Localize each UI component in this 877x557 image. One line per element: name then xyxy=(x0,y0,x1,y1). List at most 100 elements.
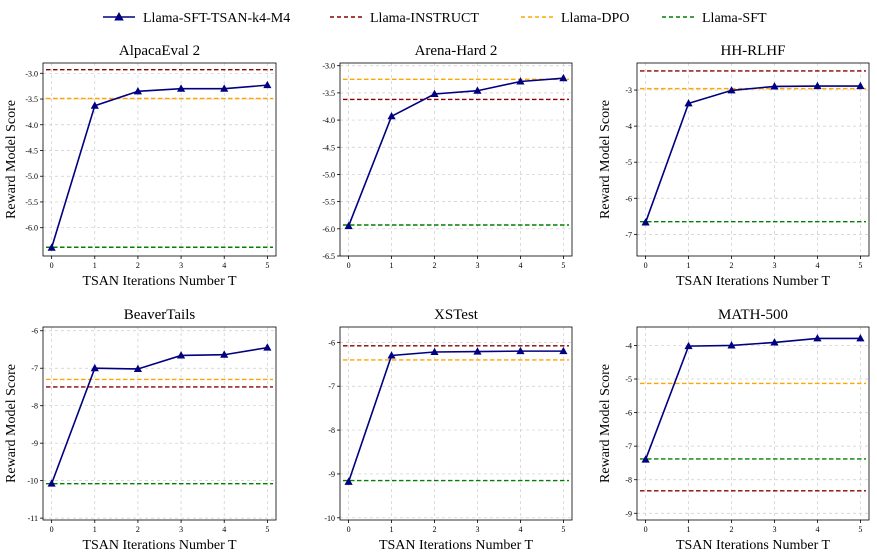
x-tick-label: 0 xyxy=(644,261,648,270)
data-point xyxy=(684,99,693,107)
series-line xyxy=(50,346,268,484)
x-axis-label: TSAN Iterations Number T xyxy=(82,274,237,289)
x-tick-label: 2 xyxy=(136,525,140,534)
x-tick-label: 1 xyxy=(687,261,691,270)
legend-label: Llama-SFT xyxy=(702,11,767,26)
data-point xyxy=(47,479,56,487)
y-axis-label: Reward Model Score xyxy=(4,364,19,483)
x-tick-label: 3 xyxy=(179,525,183,534)
y-tick-label: -7 xyxy=(625,230,632,239)
y-tick-label: -6 xyxy=(625,409,632,418)
chart-title: BeaverTails xyxy=(124,307,196,323)
x-tick-label: 5 xyxy=(858,261,862,270)
chart-panel-4: 0 1 2 3 4 5 -11 -10 -9 -8 -7 -6 BeaverTails TSAN Iter… xyxy=(4,307,277,553)
data-point xyxy=(473,347,482,355)
y-tick-label: -6 xyxy=(328,338,335,347)
y-axis-label: Reward Model Score xyxy=(4,100,19,219)
series-line xyxy=(644,85,861,223)
y-tick-label: -4.0 xyxy=(25,121,38,130)
x-tick-label: 3 xyxy=(475,261,479,270)
y-axis-label: Reward Model Score xyxy=(598,364,613,483)
axes-frame xyxy=(636,62,870,257)
y-tick-label: -3 xyxy=(625,86,632,95)
x-tick-label: 4 xyxy=(222,261,226,270)
y-tick-label: -9 xyxy=(31,439,38,448)
series-line xyxy=(644,337,861,460)
data-point xyxy=(516,346,525,355)
x-tick-label: 5 xyxy=(561,261,565,270)
y-tick-label: -3.5 xyxy=(322,89,335,98)
x-tick-label: 1 xyxy=(687,525,691,534)
data-point xyxy=(387,351,396,359)
y-tick-label: -6 xyxy=(31,327,38,336)
series-line xyxy=(50,84,268,248)
y-tick-label: -7 xyxy=(625,442,632,451)
y-tick-label: -5.5 xyxy=(322,198,335,207)
x-tick-label: 2 xyxy=(730,261,734,270)
y-tick-label: -4.0 xyxy=(322,116,335,125)
axes-frame xyxy=(636,326,870,521)
x-tick-label: 0 xyxy=(50,525,54,534)
x-tick-label: 4 xyxy=(815,261,819,270)
data-point xyxy=(641,455,650,463)
x-tick-label: 3 xyxy=(772,525,776,534)
y-tick-label: -7 xyxy=(328,382,335,391)
y-tick-label: -5.0 xyxy=(25,172,38,181)
legend-entry-series: Llama-SFT-TSAN-k4-M4 xyxy=(103,11,290,26)
chart-title: AlpacaEval 2 xyxy=(119,43,200,59)
axes-frame xyxy=(42,62,277,257)
y-tick-label: -5 xyxy=(625,375,632,384)
data-point xyxy=(727,86,736,94)
y-tick-label: -6.5 xyxy=(322,252,335,261)
data-point xyxy=(559,346,568,355)
data-point xyxy=(856,334,865,342)
y-tick-label: -8 xyxy=(31,402,38,411)
x-tick-label: 3 xyxy=(179,261,183,270)
data-point xyxy=(176,84,186,92)
data-point xyxy=(813,334,822,342)
data-point xyxy=(344,477,353,485)
legend: Llama-SFT-TSAN-k4-M4 Llama-INSTRUCT Llama-… xyxy=(103,11,767,26)
data-point xyxy=(133,87,143,95)
legend-entry-instruct: Llama-INSTRUCT xyxy=(330,11,479,26)
data-point xyxy=(263,343,272,351)
legend-label: Llama-DPO xyxy=(561,11,629,26)
data-point xyxy=(813,81,822,90)
x-tick-label: 3 xyxy=(772,261,776,270)
y-tick-label: -10 xyxy=(324,514,335,523)
y-tick-label: -9 xyxy=(625,509,632,518)
x-tick-label: 1 xyxy=(390,261,394,270)
x-axis-label: TSAN Iterations Number T xyxy=(676,538,831,553)
series-line xyxy=(347,350,564,483)
y-axis-label: Reward Model Score xyxy=(598,100,613,219)
y-tick-label: -6.0 xyxy=(25,224,38,233)
data-point xyxy=(770,82,779,90)
x-tick-label: 4 xyxy=(815,525,819,534)
x-axis-label: TSAN Iterations Number T xyxy=(82,538,237,553)
data-point xyxy=(387,111,396,120)
data-point xyxy=(641,218,650,226)
y-tick-label: -3.0 xyxy=(322,62,335,71)
y-tick-label: -10 xyxy=(27,477,38,486)
chart-title: XSTest xyxy=(434,307,479,323)
chart-panel-1: 0 1 2 3 4 5 -6.0 -5.5 -5.0 -4.5 -4.0 -3.5 -3.0 Alpaca… xyxy=(4,43,277,289)
data-point xyxy=(47,243,56,251)
data-point xyxy=(430,347,439,356)
x-tick-label: 5 xyxy=(561,525,565,534)
x-axis-label: TSAN Iterations Number T xyxy=(676,274,831,289)
data-point xyxy=(770,338,779,346)
chart-title: HH-RLHF xyxy=(720,43,785,59)
y-tick-label: -3.5 xyxy=(25,95,38,104)
data-point xyxy=(473,86,482,94)
data-point xyxy=(727,341,736,349)
y-tick-label: -7 xyxy=(31,364,38,373)
x-tick-label: 0 xyxy=(347,261,351,270)
chart-panel-3: 0 1 2 3 4 5 -7 -6 -5 -4 -3 HH-RLHF TSAN Iterations N… xyxy=(598,43,870,289)
y-tick-label: -9 xyxy=(328,470,335,479)
data-point xyxy=(90,101,99,109)
x-tick-label: 1 xyxy=(390,525,394,534)
legend-label: Llama-SFT-TSAN-k4-M4 xyxy=(143,11,290,26)
x-tick-label: 0 xyxy=(347,525,351,534)
x-tick-label: 5 xyxy=(265,261,269,270)
x-tick-label: 5 xyxy=(265,525,269,534)
